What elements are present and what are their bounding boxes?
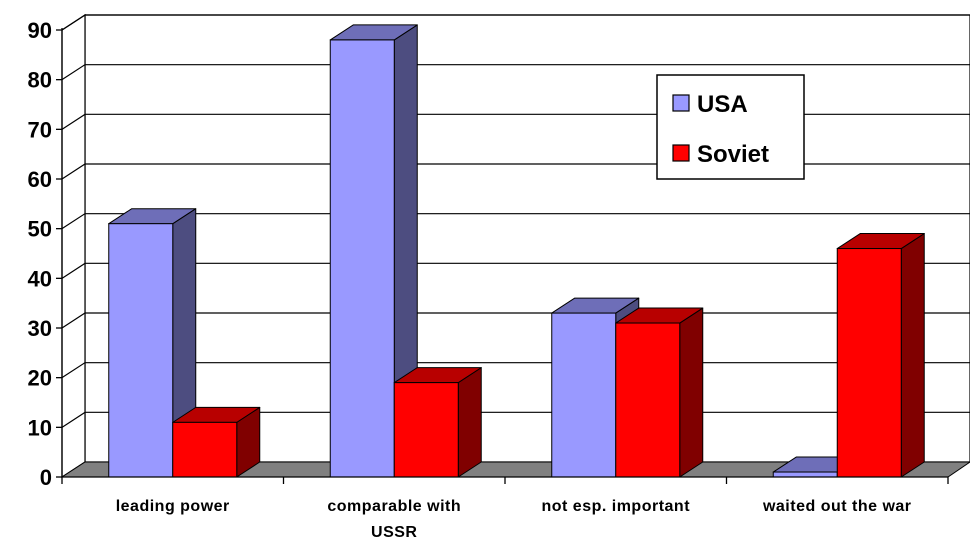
y-tick-label: 50 <box>28 217 52 242</box>
y-tick-label: 30 <box>28 316 52 341</box>
x-tick-label: comparable with USSR <box>327 498 461 541</box>
y-tick-label: 0 <box>40 465 52 490</box>
y-tick-label: 80 <box>28 68 52 93</box>
y-tick-label: 40 <box>28 266 52 291</box>
bar-usa-1 <box>329 24 418 478</box>
legend-box <box>656 74 805 180</box>
bar-soviet-2 <box>615 307 704 478</box>
y-tick-label: 90 <box>28 18 52 43</box>
bar-soviet-0 <box>172 406 261 478</box>
side-wall <box>61 13 86 479</box>
y-tick-label: 20 <box>28 366 52 391</box>
gridline <box>61 14 970 31</box>
bar-soviet-1 <box>393 367 482 478</box>
gridline <box>61 213 970 230</box>
gridline <box>61 262 970 279</box>
legend-label-soviet: Soviet <box>697 141 769 168</box>
gridline <box>61 64 970 81</box>
x-axis-ticks: leading power comparable with USSR not esp.… <box>116 498 912 541</box>
bar-soviet-3 <box>836 233 925 478</box>
y-axis-ticks: 0 10 20 30 40 50 60 70 80 90 <box>28 18 52 490</box>
gridlines <box>61 14 970 428</box>
x-tick-label: leading power <box>116 498 230 515</box>
x-tick-label: waited out the war <box>762 498 912 515</box>
y-tick-label: 70 <box>28 117 52 142</box>
x-tick-label: not esp. important <box>541 498 690 515</box>
y-tick-label: 10 <box>28 415 52 440</box>
legend-label-usa: USA <box>697 91 748 118</box>
legend-swatch-usa <box>672 94 690 112</box>
legend: USA Soviet <box>656 74 805 180</box>
bar-usa-0 <box>108 208 197 478</box>
axes <box>56 28 949 484</box>
y-tick-label: 60 <box>28 167 52 192</box>
bars <box>108 24 925 478</box>
legend-swatch-soviet <box>672 144 690 162</box>
